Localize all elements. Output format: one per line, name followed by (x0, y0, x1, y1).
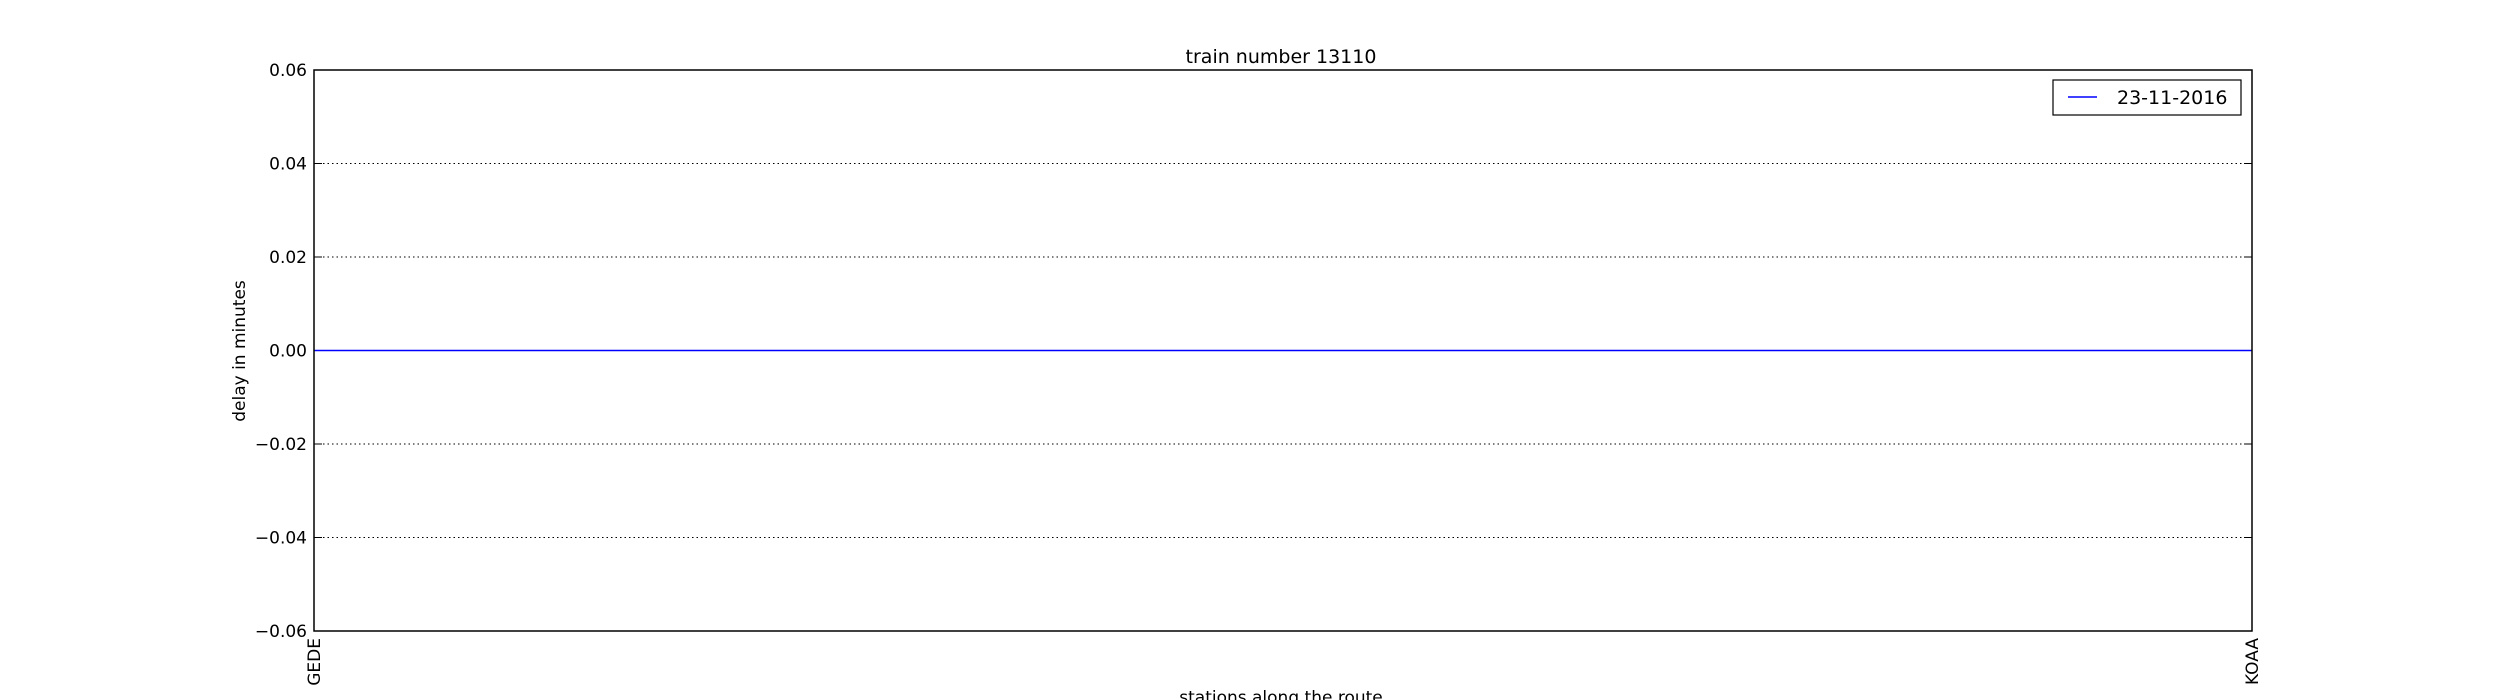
y-axis-label: delay in minutes (230, 280, 250, 422)
y-tick-label: −0.06 (255, 622, 307, 642)
x-tick-label: KOAA (2243, 638, 2263, 685)
plot-area-frame (313, 69, 2253, 632)
y-tick-label: 0.02 (269, 248, 307, 268)
chart-title: train number 13110 (1186, 46, 1377, 68)
y-tick-label: −0.04 (255, 529, 307, 549)
y-tick-label: 0.04 (269, 155, 307, 175)
legend: 23-11-2016 (2052, 79, 2242, 116)
y-tick-label: 0.06 (269, 61, 307, 81)
x-axis-ticks: GEDE KOAA (305, 623, 2263, 686)
legend-label: 23-11-2016 (2117, 87, 2227, 109)
y-tick-label: −0.02 (255, 435, 307, 455)
x-tick-label: GEDE (305, 638, 325, 686)
x-axis-label: stations along the route (1179, 688, 1383, 700)
y-tick-label: 0.00 (269, 342, 307, 362)
y-axis-ticks: −0.06 −0.04 −0.02 0.00 0.02 0.04 0.06 (255, 61, 2252, 642)
